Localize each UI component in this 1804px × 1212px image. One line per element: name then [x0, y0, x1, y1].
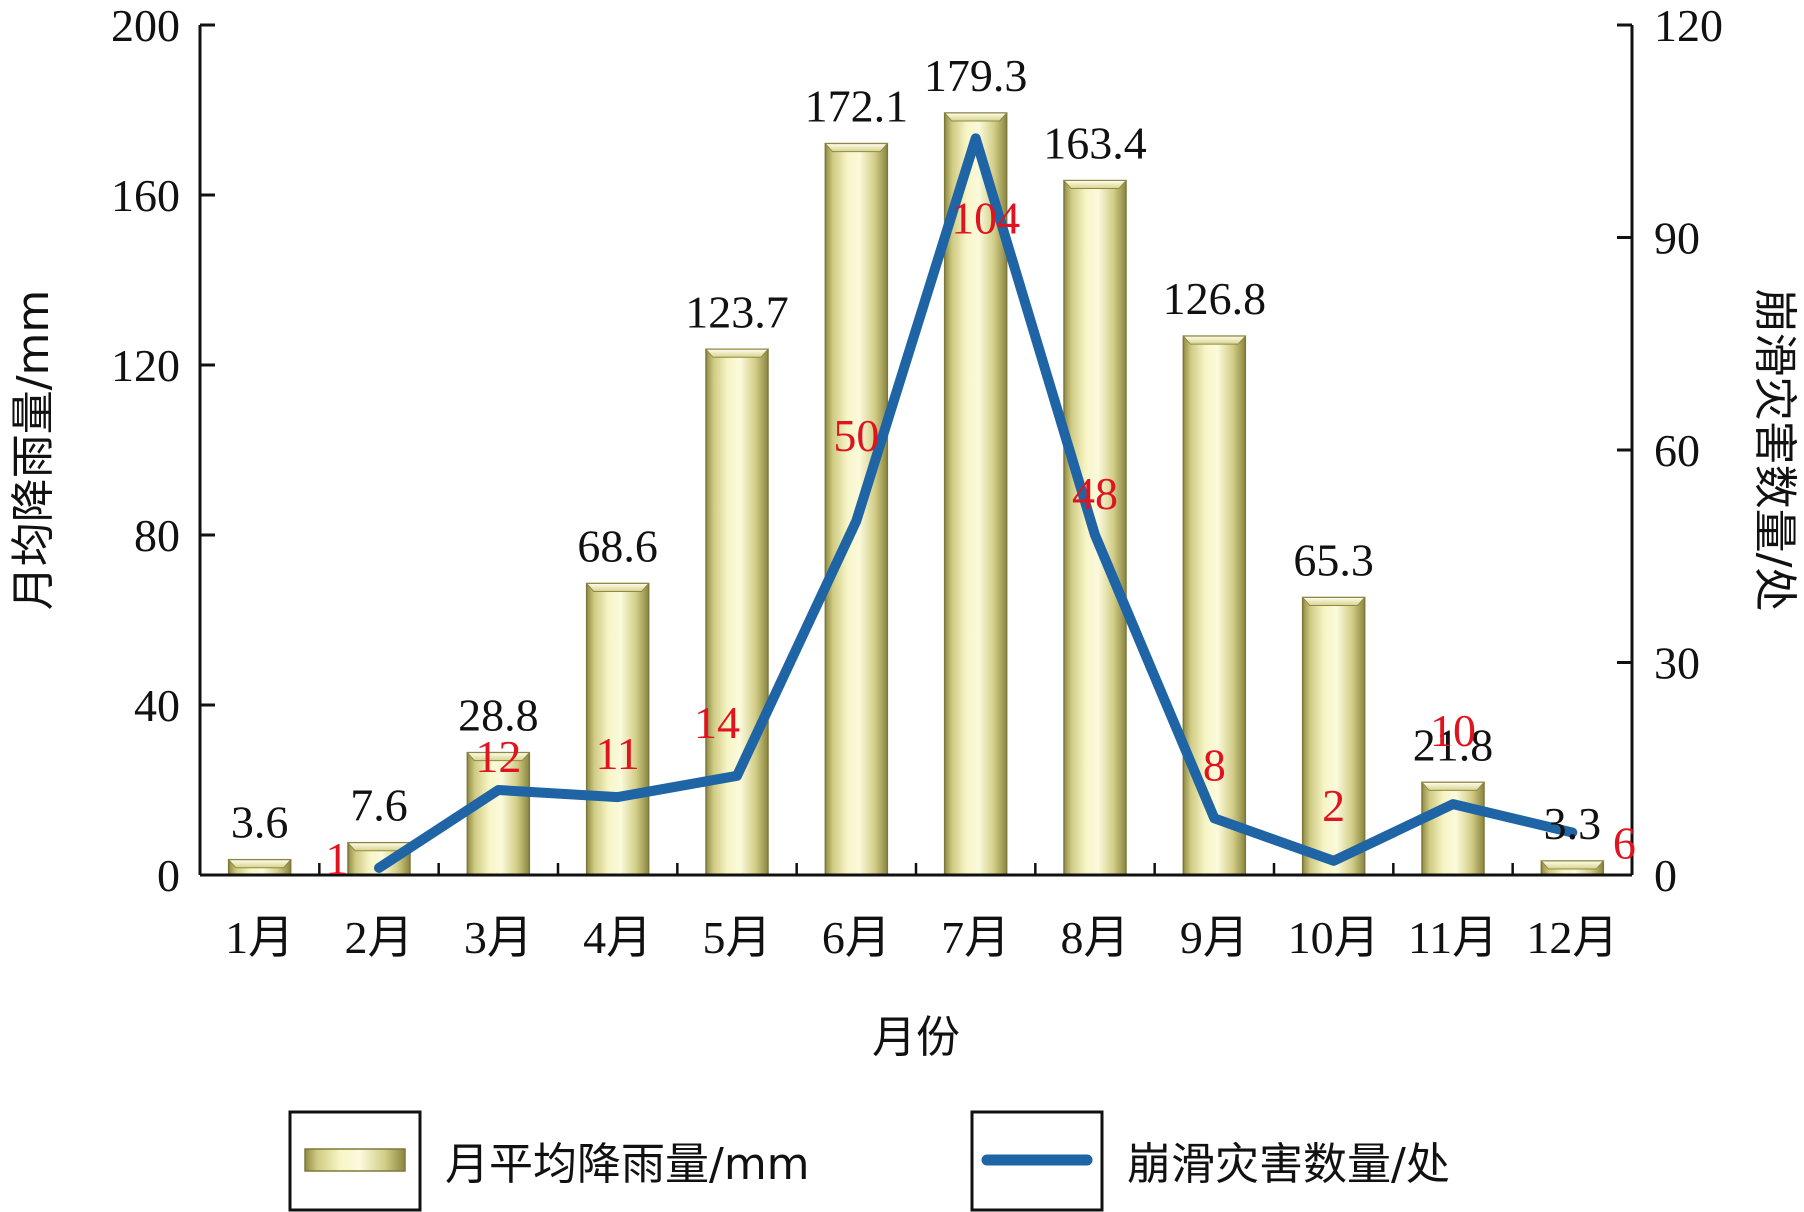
x-tick-label: 1月: [225, 912, 294, 963]
y-left-tick-label: 0: [157, 850, 180, 901]
x-tick-label: 2月: [345, 912, 414, 963]
bar-cap-12: [1540, 860, 1605, 870]
y-axis-right-title: 崩滑灾害数量/处: [1749, 289, 1800, 612]
bar-cap-1: [227, 859, 292, 869]
bar-4: [585, 582, 650, 876]
bar-cap-6: [824, 143, 889, 153]
bar-value-label: 179.3: [924, 50, 1028, 101]
x-tick-label: 4月: [583, 912, 652, 963]
line-value-label: 2: [1322, 780, 1345, 831]
bar-9: [1182, 335, 1247, 876]
bar-5: [705, 348, 769, 876]
bar-value-label: 68.6: [577, 520, 658, 571]
y-right-tick-label: 60: [1654, 425, 1700, 476]
bar-value-label: 123.7: [685, 286, 789, 337]
y-left-tick-label: 80: [134, 510, 180, 561]
line-value-label: 48: [1072, 468, 1118, 519]
bar-10: [1301, 596, 1366, 876]
y-left-tick-label: 120: [111, 340, 180, 391]
x-tick-label: 12月: [1526, 912, 1618, 963]
legend-bar-label: 月平均降雨量/mm: [445, 1139, 810, 1190]
line-value-label: 12: [475, 731, 521, 782]
bar-value-label: 7.6: [350, 780, 408, 831]
y-left-tick-label: 200: [111, 0, 180, 51]
bar-value-label: 126.8: [1163, 273, 1267, 324]
y-axis-left-title: 月均降雨量/mm: [8, 290, 59, 611]
x-tick-label: 8月: [1061, 912, 1130, 963]
bar-value-label: 21.8: [1413, 719, 1494, 770]
labels-layer: 3.6 7.6 28.8 68.6 123.7 172.1 179.3 163.4 126.8 6…: [231, 50, 1636, 884]
bar-cap-4: [585, 582, 650, 592]
y-left-tick-label: 40: [134, 680, 180, 731]
line-value-label: 10: [1430, 705, 1476, 756]
bar-value-label: 65.3: [1293, 534, 1374, 585]
line-value-label: 6: [1613, 818, 1636, 869]
x-tick-label: 11月: [1408, 912, 1498, 963]
bar-cap-5: [704, 348, 770, 358]
disaster-count-line: [374, 133, 1578, 873]
bar-cap-11: [1420, 781, 1486, 791]
x-tick-label: 7月: [941, 912, 1010, 963]
y-left-tick-label: 160: [111, 170, 180, 221]
legend-line-label: 崩滑灾害数量/处: [1127, 1139, 1450, 1190]
x-tick-label: 9月: [1180, 912, 1249, 963]
bar-cap-9: [1182, 335, 1247, 345]
line-layer: [374, 133, 1578, 873]
x-tick-label: 5月: [703, 912, 772, 963]
bar-7: [943, 112, 1008, 876]
bar-11: [1421, 781, 1485, 876]
line-value-label: 1: [326, 833, 349, 884]
bar-cap-3: [466, 752, 531, 762]
line-value-label: 14: [694, 697, 740, 748]
bar-cap-7: [943, 112, 1008, 122]
bar-value-label: 172.1: [805, 81, 909, 132]
y-right-tick-label: 30: [1654, 638, 1700, 689]
x-tick-label: 10月: [1288, 912, 1380, 963]
y-right-tick-label: 90: [1654, 213, 1700, 264]
y-right-tick-label: 0: [1654, 850, 1677, 901]
line-value-label: 50: [833, 410, 879, 461]
bar-value-label: 3.3: [1544, 798, 1602, 849]
bars-layer: [227, 112, 1605, 876]
legend: 月平均降雨量/mm 崩滑灾害数量/处: [288, 1110, 1450, 1212]
x-tick-label: 6月: [822, 912, 891, 963]
bar-value-label: 3.6: [231, 797, 289, 848]
y-right-tick-label: 120: [1654, 0, 1723, 51]
line-value-label: 104: [951, 192, 1020, 243]
line-value-label: 8: [1203, 739, 1226, 790]
legend-bar-swatch: [304, 1148, 406, 1172]
bar-value-label: 28.8: [458, 690, 539, 741]
bar-value-label: 163.4: [1043, 118, 1147, 169]
bar-cap-8: [1062, 180, 1128, 190]
axes-layer: 0 40 80 120 160 200 0 30 60 90 120 1月 2月 3月 4月 5月 6月 7月 8月…: [111, 0, 1723, 963]
line-value-label: 11: [596, 728, 640, 779]
x-tick-label: 3月: [464, 912, 533, 963]
bar-cap-10: [1301, 596, 1366, 606]
x-axis-title: 月份: [872, 1012, 960, 1063]
